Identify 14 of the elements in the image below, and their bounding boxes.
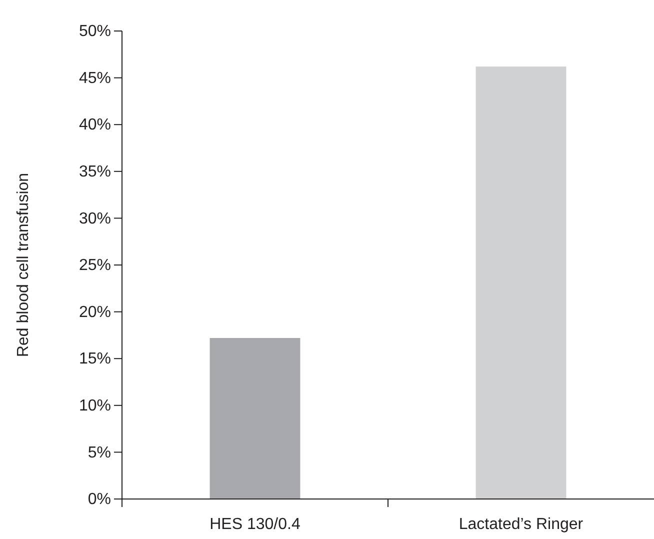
x-tick-label: Lactated’s Ringer bbox=[458, 516, 584, 533]
y-tick-label: 10% bbox=[78, 398, 111, 415]
y-tick-label: 35% bbox=[78, 164, 111, 181]
y-axis-title: Red blood cell transfusion bbox=[15, 172, 32, 358]
y-tick-label: 40% bbox=[78, 116, 111, 134]
x-tick-label: HES 130/0.4 bbox=[210, 516, 300, 533]
y-tick-label: 20% bbox=[78, 304, 111, 321]
y-tick-label: 45% bbox=[78, 70, 111, 87]
y-tick-label: 30% bbox=[78, 210, 111, 228]
y-tick-label: 0% bbox=[88, 491, 111, 508]
y-tick-label: 15% bbox=[78, 350, 111, 368]
y-tick-label: 25% bbox=[78, 257, 111, 274]
y-tick-label: 5% bbox=[88, 444, 111, 462]
y-tick-label: 50% bbox=[78, 23, 111, 40]
